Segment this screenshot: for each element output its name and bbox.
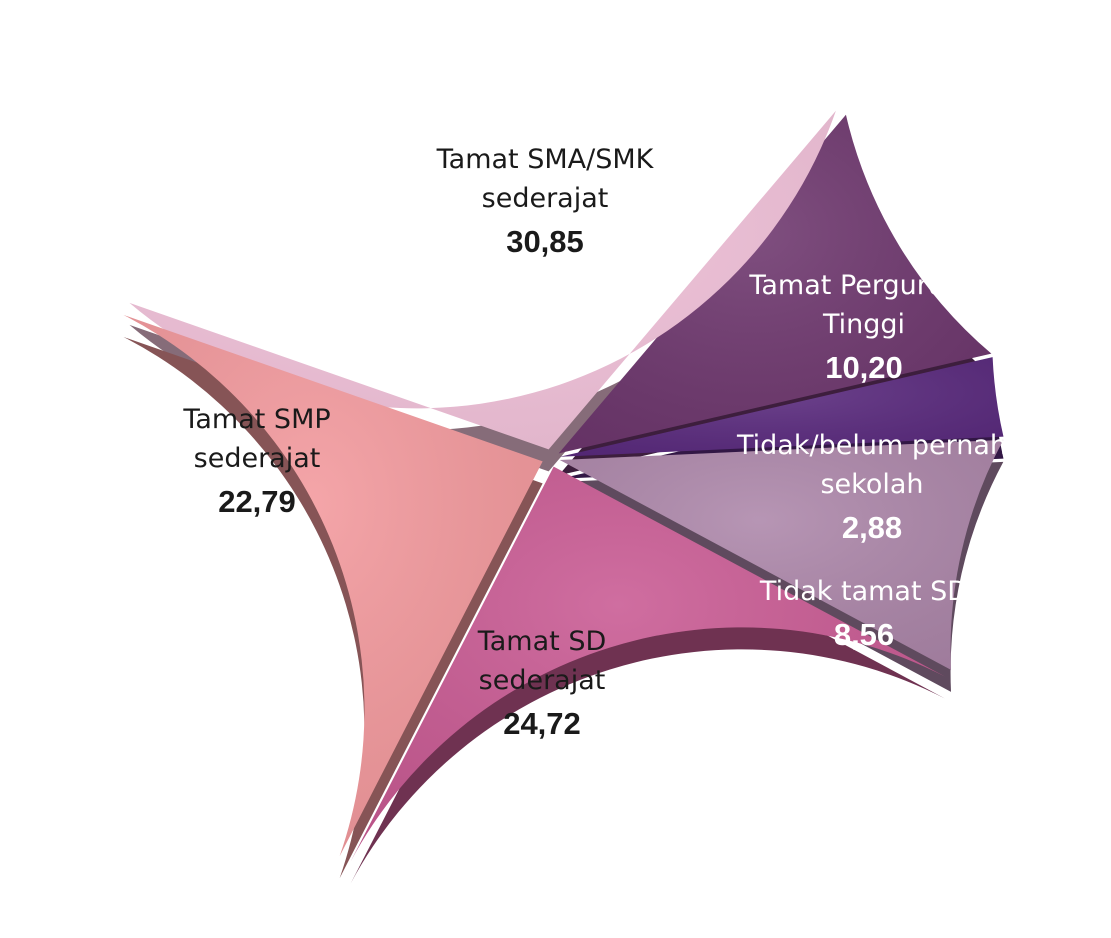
slice-label: Tamat Perguruan Tinggi 10,20 bbox=[748, 270, 978, 385]
slice-label-line: sederajat bbox=[482, 183, 609, 214]
pie-labels: Tidak/belum pernah sekolah 2,88 Tamat Pergu… bbox=[182, 144, 1007, 741]
slice-label: Tidak/belum pernah sekolah 2,88 bbox=[736, 430, 1007, 545]
slice-value-label: 30,85 bbox=[506, 224, 584, 259]
slice-label-line: sederajat bbox=[479, 665, 606, 696]
slice-value-label: 8,56 bbox=[834, 617, 894, 652]
pie-slices bbox=[123, 110, 1004, 862]
slice-value-label: 2,88 bbox=[842, 510, 902, 545]
slice-label: Tamat SMP sederajat 22,79 bbox=[182, 404, 330, 519]
slice-label-line: Tidak/belum pernah bbox=[736, 430, 1007, 461]
slice-label: Tamat SMA/SMK sederajat 30,85 bbox=[436, 144, 655, 259]
slice-value-label: 22,79 bbox=[218, 484, 296, 519]
slice-label-line: sederajat bbox=[194, 443, 321, 474]
pie-slice-shading bbox=[129, 110, 836, 450]
slice-label-line: Tamat SMP bbox=[182, 404, 330, 435]
slice-label: Tidak tamat SD 8,56 bbox=[759, 576, 968, 652]
slice-label-line: Tidak tamat SD bbox=[759, 576, 968, 607]
slice-label-line: Tamat SMA/SMK bbox=[436, 144, 655, 175]
pie-slice-shading bbox=[558, 114, 992, 454]
slice-value-label: 24,72 bbox=[503, 706, 581, 741]
pie-slice-shading bbox=[350, 466, 945, 862]
slice-label-line: Tinggi bbox=[822, 309, 905, 340]
slice-label-line: sekolah bbox=[820, 469, 923, 500]
pie-slice-shading bbox=[123, 314, 543, 857]
slice-label: Tamat SD sederajat 24,72 bbox=[477, 626, 607, 741]
pie-slice-shading bbox=[559, 357, 1004, 457]
slice-label-line: Tamat Perguruan bbox=[748, 270, 978, 301]
slice-value-label: 10,20 bbox=[825, 350, 903, 385]
slice-label-line: Tamat SD bbox=[477, 626, 607, 657]
pie-slice-shading bbox=[559, 439, 1004, 670]
